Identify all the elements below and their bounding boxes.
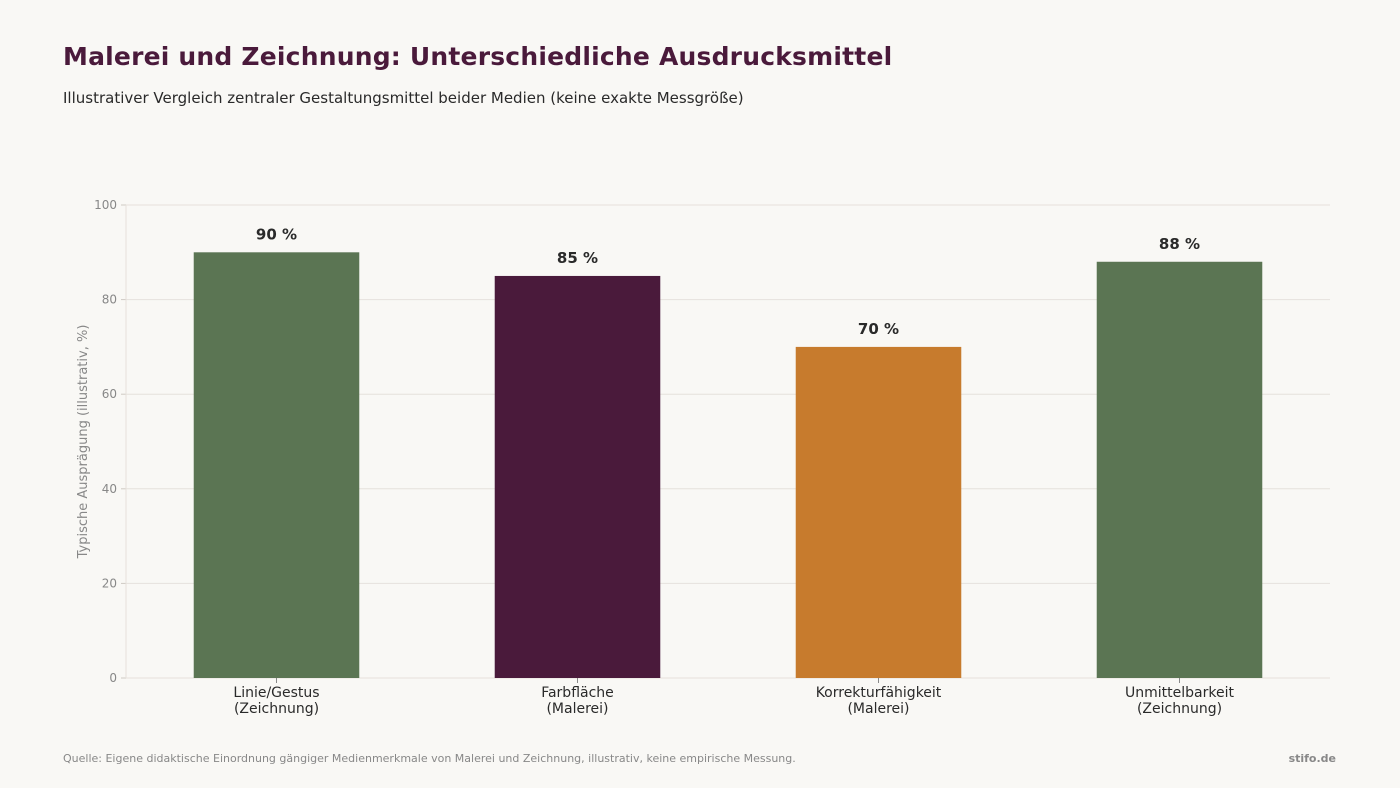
y-tick-label: 80 [102, 293, 117, 307]
y-axis-label: Typische Ausprägung (illustrativ, %) [76, 325, 91, 560]
y-tick-label: 40 [102, 482, 117, 496]
data-label: 88 % [1159, 235, 1200, 253]
data-label: 70 % [858, 320, 899, 338]
bars [193, 252, 1263, 679]
x-tick-label: Korrekturfähigkeit [816, 685, 942, 701]
axes: 0 20 40 60 80 100 Typische Ausprägung (illustr… [76, 198, 1330, 717]
bar [795, 346, 962, 678]
brand-label: stifo.de [1288, 752, 1336, 765]
source-note: Quelle: Eigene didaktische Einordnung gä… [63, 752, 796, 765]
x-tick-label: (Malerei) [546, 701, 608, 717]
x-tick-label: (Zeichnung) [234, 701, 319, 717]
chart-subtitle: Illustrativer Vergleich zentraler Gestal… [63, 89, 744, 107]
bar [494, 275, 661, 678]
x-tick-label: (Zeichnung) [1137, 701, 1222, 717]
data-labels: 90 % 85 % 70 % 88 % [256, 225, 1200, 338]
data-label: 90 % [256, 225, 297, 243]
y-tick-label: 20 [102, 576, 117, 590]
x-tick-label: Unmittelbarkeit [1125, 685, 1234, 701]
bar [193, 252, 360, 679]
bar [1096, 261, 1263, 678]
x-tick-label: Farbfläche [541, 685, 614, 701]
x-tick-label: (Malerei) [847, 701, 909, 717]
y-tick-label: 60 [102, 387, 117, 401]
y-tick-label: 100 [94, 198, 117, 212]
data-label: 85 % [557, 249, 598, 267]
chart-title: Malerei und Zeichnung: Unterschiedliche … [63, 42, 893, 71]
x-tick-label: Linie/Gestus [233, 685, 319, 701]
y-tick-label: 0 [109, 671, 117, 685]
